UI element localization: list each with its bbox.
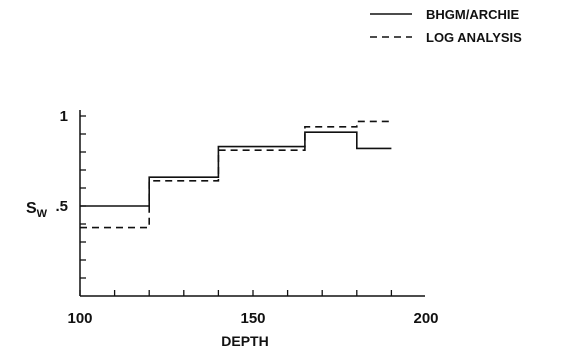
x-tick-marks: 100 150 200 — [67, 290, 439, 327]
x-tick-label: 100 — [67, 310, 92, 327]
legend-label-bhgm-archie: BHGM/ARCHIE — [426, 7, 519, 22]
y-axis-label: SW — [26, 200, 48, 220]
series-line-bhgm-archie — [80, 131, 392, 207]
y-axis-label-main: S — [26, 200, 37, 217]
y-tick-label: 1 — [60, 108, 68, 125]
x-tick-label: 200 — [413, 310, 438, 327]
legend-label-log-analysis: LOG ANALYSIS — [426, 30, 522, 45]
y-axis-label-sub: W — [37, 208, 48, 220]
series-line-log-analysis — [80, 120, 392, 229]
x-axis-label: DEPTH — [221, 333, 268, 349]
x-tick-label: 150 — [240, 310, 265, 327]
legend: BHGM/ARCHIE LOG ANALYSIS — [370, 7, 522, 45]
y-tick-label: .5 — [55, 198, 68, 215]
series-layer — [80, 120, 392, 229]
y-tick-marks: .5 1 — [55, 108, 86, 279]
y-axis-title: SW — [26, 200, 48, 220]
axes: .5 1 100 150 200 — [55, 108, 438, 327]
